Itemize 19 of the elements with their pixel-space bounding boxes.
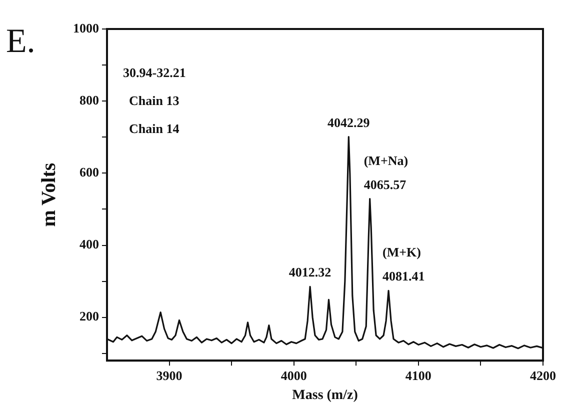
annotation: 30.94-32.21 xyxy=(123,65,186,80)
x-tick-label: 4100 xyxy=(405,368,432,383)
annotation: 4042.29 xyxy=(328,114,370,130)
x-tick-label: 4000 xyxy=(280,368,307,383)
annotation: (M+Na) 4065.57 xyxy=(364,152,408,192)
y-tick-label: 800 xyxy=(80,92,99,108)
y-tick-label: 1000 xyxy=(73,20,99,36)
x-tick-label: 3900 xyxy=(156,368,182,383)
chart-title: E. xyxy=(6,22,36,60)
x-tick-label: 4200 xyxy=(530,368,556,383)
annotation: (M+K) 4081.41 xyxy=(382,244,425,284)
y-axis-title: m Volts xyxy=(38,162,60,227)
x-axis-title: Mass (m/z) xyxy=(292,388,358,404)
annotation: Chain 13 xyxy=(129,93,180,108)
y-tick-label: 200 xyxy=(80,308,99,324)
annotation: 4012.32 xyxy=(288,264,332,280)
y-tick-label: 400 xyxy=(80,236,99,252)
annotation: Chain 14 xyxy=(129,121,180,136)
y-tick-label: 600 xyxy=(80,164,99,180)
